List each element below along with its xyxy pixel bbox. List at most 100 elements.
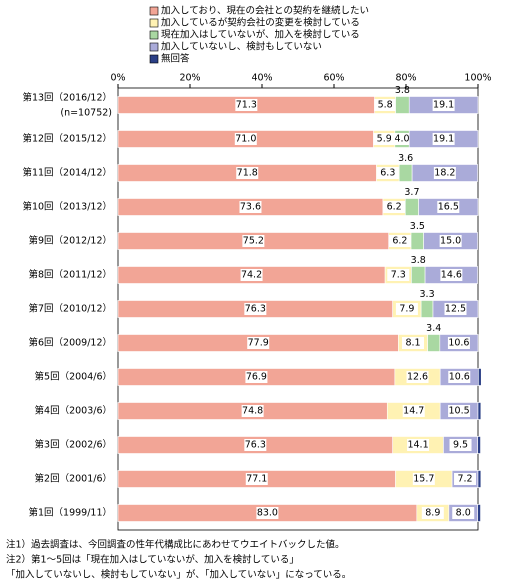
value-label: 14.1 [407,440,428,451]
value-label: 3.4 [426,323,441,334]
label-bg [239,201,262,213]
value-label: 8.0 [456,508,471,519]
label-bg [374,99,397,111]
y-tick-label: 第11回（2014/12） [22,167,112,179]
label-bg [383,201,406,213]
value-label: 3.5 [410,221,425,232]
value-label: 4.0 [394,134,409,145]
value-label: 77.1 [246,474,267,485]
value-label: 14.7 [403,406,424,417]
label-bg [388,235,411,247]
y-tick-label: 第3回（2002/6） [35,439,112,451]
value-label: 5.9 [377,134,392,145]
value-label: 77.9 [248,338,269,349]
label-bg [245,371,268,383]
label-bg [244,303,267,315]
bar-segment [404,198,419,216]
label-bg [235,99,258,111]
value-label: 19.1 [433,134,454,145]
x-tick-label: 20% [179,73,200,84]
legend-label: 現在加入はしていないが、加入を検討している [161,29,360,41]
label-bg [421,507,444,519]
footnote: 注1）過去調査は、今回調査の性年代構成比にあわせてウエイトバックした値。 [6,539,345,551]
value-label: 73.6 [240,202,261,213]
label-bg [439,235,462,247]
value-label: 74.8 [242,406,263,417]
value-label: 71.0 [235,134,256,145]
label-bg [432,133,455,145]
label-bg [240,269,263,281]
value-label: 3.6 [398,153,413,164]
value-label: 8.1 [405,338,420,349]
value-label: 16.5 [438,202,459,213]
label-bg [241,405,264,417]
x-tick-label: 40% [251,73,272,84]
label-bg [236,167,259,179]
label-bg [242,235,265,247]
y-tick-label: 第7回（2010/12） [28,303,112,315]
value-label: 8.9 [425,508,440,519]
value-label: 9.5 [453,440,468,451]
value-label: 7.3 [391,270,406,281]
legend-swatch [149,18,159,28]
value-label: 18.2 [434,168,455,179]
bar-segment [477,402,482,420]
value-label: 10.6 [448,338,469,349]
legend-label: 加入しているが契約会社の変更を検討している [161,17,360,29]
value-label: 19.1 [433,100,454,111]
bar-segment [477,470,482,488]
label-bg [448,371,471,383]
y-tick-label: 第13回（2016/12） [22,92,112,104]
value-label: 15.0 [440,236,461,247]
bar-segment [410,232,424,250]
label-bg [406,371,429,383]
label-bg [376,167,399,179]
label-bg [449,439,472,451]
value-label: 71.3 [236,100,257,111]
label-bg [412,473,435,485]
value-label: 5.8 [378,100,393,111]
value-label: 75.2 [243,236,264,247]
y-tick-label: 第1回（1999/11） [28,507,112,519]
value-label: 14.6 [441,270,462,281]
y-tick-label: 第8回（2011/12） [28,269,112,281]
value-label: 76.9 [246,372,267,383]
y-tick-label: 第2回（2001/6） [35,473,112,485]
label-bg [234,133,257,145]
x-tick-label: 60% [323,73,344,84]
legend-label: 無回答 [161,53,190,65]
legend-label: 加入していないし、検討もしていない [161,41,322,53]
y-tick-label: 第4回（2003/6） [35,405,112,417]
label-bg [437,201,460,213]
x-tick-label: 0% [110,73,125,84]
x-tick-label: 80% [395,73,416,84]
label-bg [247,337,270,349]
y-tick-label: 第12回（2015/12） [22,133,112,145]
label-bg [244,439,267,451]
footnote: 「加入していないし、検討もしていない」が、「加入していない」になっている。 [6,569,351,581]
label-bg [402,405,425,417]
label-bg [454,473,477,485]
value-label: 3.8 [411,255,426,266]
label-bg [256,507,279,519]
value-label: 74.2 [241,270,262,281]
value-label: 76.3 [245,304,266,315]
y-tick-label: 第10回（2013/12） [22,201,112,213]
bar-segment [477,504,481,522]
value-label: 71.8 [237,168,258,179]
value-label: 12.6 [407,372,428,383]
value-label: 6.2 [392,236,407,247]
value-label: 10.6 [449,372,470,383]
legend-swatch [149,54,159,64]
label-bg [433,167,456,179]
label-bg [444,303,467,315]
value-label: 3.7 [404,187,419,198]
value-label: 76.3 [245,440,266,451]
label-bg [440,269,463,281]
sample-note: (n=10752) [60,108,112,119]
bar-segment [478,368,482,386]
value-label: 3.8 [395,85,410,96]
label-bg [402,337,425,349]
label-bg [245,473,268,485]
